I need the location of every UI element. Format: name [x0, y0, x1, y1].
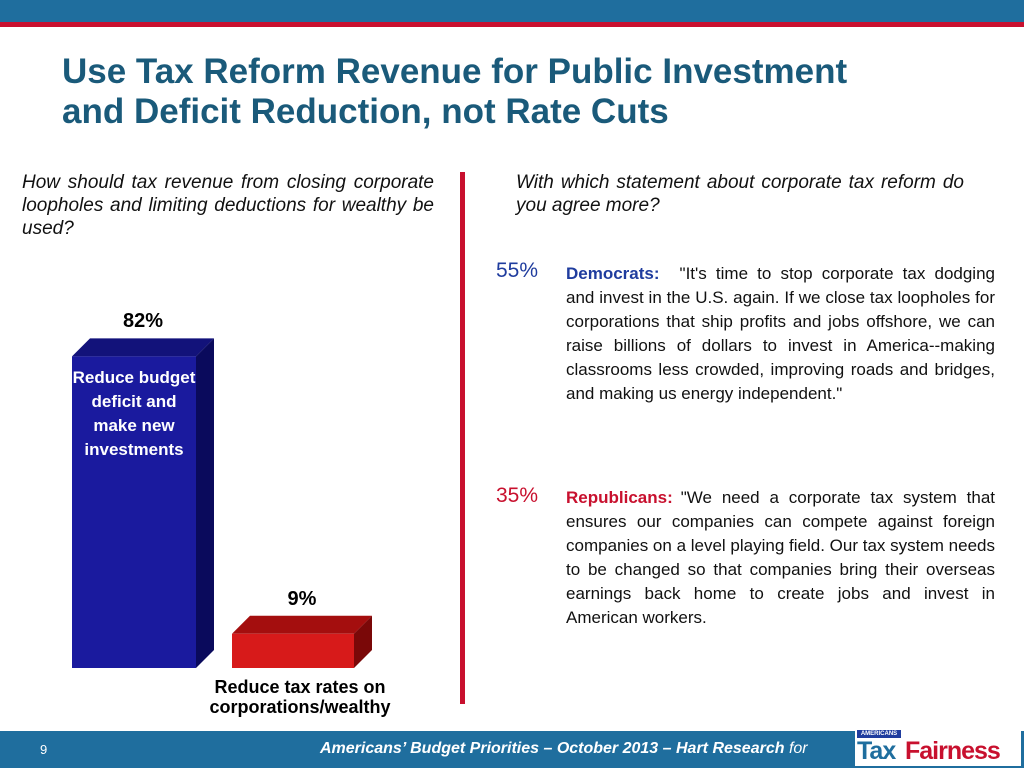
- footer-bar: [0, 731, 1024, 768]
- top-accent-line: [0, 22, 1024, 27]
- footer-source-text: Americans’ Budget Priorities – October 2…: [320, 740, 789, 757]
- bar-category-label-reduce-tax-rates: Reduce tax rates on corporations/wealthy: [209, 677, 391, 717]
- democrats-statement: Democrats: "It's time to stop corporate t…: [566, 262, 995, 406]
- logo-small-text: AMERICANS FOR: [857, 730, 901, 745]
- bar-value-label-9: 9%: [287, 587, 317, 610]
- column-divider: [460, 172, 465, 704]
- bar-reduce-tax-rates: [232, 615, 372, 668]
- logo-fairness-text: Fairness: [905, 737, 1001, 765]
- left-question: How should tax revenue from closing corp…: [22, 172, 434, 239]
- bar-reduce-tax-rates-top: [232, 615, 372, 634]
- page-number: 9: [40, 742, 48, 757]
- republicans-percent: 35%: [496, 484, 539, 507]
- slide-title: Use Tax Reform Revenue for Public Invest…: [62, 52, 848, 131]
- democrats-quote: "It's time to stop corporate tax dodging…: [566, 264, 995, 403]
- right-question: With which statement about corporate tax…: [516, 172, 964, 216]
- republicans-quote: "We need a corporate tax system that ens…: [566, 488, 996, 627]
- footer-for-word: for: [788, 740, 808, 757]
- democrats-percent: 55%: [496, 259, 539, 282]
- americans-for-tax-fairness-logo: AMERICANS FOR Tax Fairness: [855, 730, 1021, 766]
- democrats-label: Democrats:: [566, 264, 660, 283]
- bar-reduce-deficit-side: [196, 338, 214, 668]
- top-bar: [0, 0, 1024, 22]
- bar-reduce-deficit-front: [72, 356, 196, 668]
- bar-category-label-reduce-deficit: Reduce budget deficit and make new inves…: [72, 368, 196, 459]
- republicans-statement: Republicans: "We need a corporate tax sys…: [566, 486, 995, 630]
- logo-tax-text: Tax: [857, 737, 896, 765]
- bar-reduce-deficit-top: [72, 338, 214, 357]
- bar-reduce-deficit: [72, 338, 214, 668]
- bar-value-label-82: 82%: [122, 310, 164, 333]
- bar-reduce-tax-rates-side: [354, 615, 372, 668]
- footer-source: Americans’ Budget Priorities – October 2…: [320, 740, 808, 758]
- bar-chart: [72, 338, 372, 668]
- bar-reduce-tax-rates-front: [232, 633, 354, 668]
- republicans-label: Republicans:: [566, 488, 673, 507]
